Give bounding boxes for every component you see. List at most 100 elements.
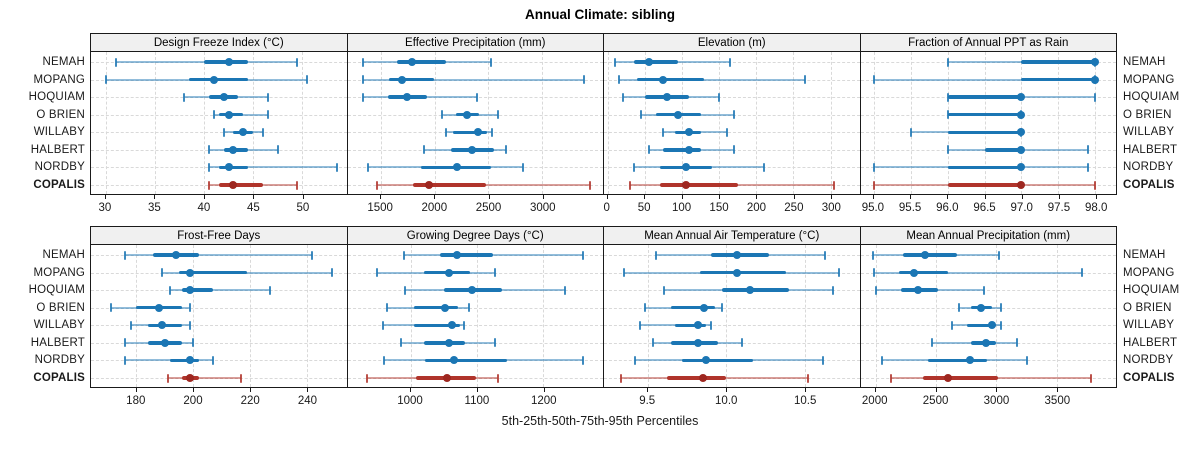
whisker-cap [1015, 338, 1018, 348]
panel-strip-label-fraction-of-annual-ppt-as-rain: Fraction of Annual PPT as Rain [908, 36, 1069, 49]
median-dot-hoquiam [467, 286, 476, 295]
whisker-cap [261, 127, 264, 137]
whisker-cap [361, 75, 364, 85]
iqr-bar-willaby [947, 130, 1022, 135]
axis-tick-label: 40 [197, 202, 211, 214]
iqr-bar-hoquiam [721, 288, 789, 292]
station-label-halbert: HALBERT [30, 336, 85, 349]
iqr-bar-mopang [389, 77, 434, 82]
whisker-cap [1000, 320, 1003, 330]
median-dot-hoquiam [402, 93, 411, 102]
axis-tick-label: 96.5 [973, 202, 996, 214]
station-label-row: NORDBY [1123, 354, 1195, 366]
gridline [875, 245, 877, 387]
whisker-mopang [873, 78, 1096, 81]
whisker-cap [838, 268, 841, 278]
row-guide [347, 307, 603, 309]
station-label-row: HOQUIAM [4, 284, 85, 296]
whisker-cap [166, 373, 169, 383]
whisker-cap [1094, 92, 1097, 102]
station-label-row: NORDBY [4, 161, 85, 173]
whisker-cap [1000, 303, 1003, 313]
iqr-bar-nordby [682, 358, 753, 363]
whisker-cap [806, 373, 809, 383]
whisker-cap [614, 57, 617, 67]
station-label-nemah: NEMAH [1123, 56, 1166, 68]
whisker-cap [207, 162, 210, 172]
panel-strip-effective-precipitation-mm: Effective Precipitation (mm) [346, 33, 604, 52]
panel-growing-degree-days-c: Growing Degree Days (°C) 1000 1100 1200 [346, 226, 604, 412]
whisker-cap [1086, 145, 1089, 155]
axis-tick-label: 98.0 [1084, 202, 1108, 214]
median-dot-mopang [910, 268, 919, 277]
median-dot-o-brien [224, 110, 233, 119]
whisker-cap [366, 162, 369, 172]
iqr-bar-copalis [922, 376, 998, 380]
row-guide [91, 290, 347, 292]
whisker-cap [647, 145, 650, 155]
whisker-cap [634, 355, 637, 365]
station-label-mopang: MOPANG [1123, 73, 1175, 86]
axis-tick [302, 195, 304, 199]
iqr-bar-nemah [396, 60, 447, 64]
whisker-cap [266, 110, 269, 120]
whisker-cap [1094, 180, 1097, 190]
row-guide [347, 79, 603, 81]
median-dot-copalis [944, 374, 953, 382]
station-label-row: WILLABY [4, 126, 85, 138]
axis-tick [1021, 195, 1023, 199]
station-label-row: O BRIEN [1123, 302, 1195, 314]
whisker-cap [306, 75, 309, 85]
panel-strip-label-elevation-m: Elevation (m) [697, 36, 766, 49]
whisker-cap [445, 127, 448, 137]
whisker-cap [399, 338, 402, 348]
axis-tick-label: 50 [637, 202, 651, 214]
axis-tick [154, 195, 156, 199]
median-dot-nordby [449, 356, 458, 365]
whisker-cap [654, 250, 657, 260]
whisker-cap [212, 110, 215, 120]
whisker-cap [732, 110, 735, 120]
whisker-cap [725, 127, 728, 137]
whisker-cap [563, 285, 566, 295]
whisker-cap [890, 373, 893, 383]
gridline [910, 52, 912, 194]
axis-tick [203, 195, 205, 199]
axis-tick [253, 195, 255, 199]
station-label-row: NEMAH [1123, 249, 1195, 261]
axis-elevation-m: 0 50 100 150 200 250 300 [603, 195, 861, 219]
row-guide [604, 307, 860, 309]
panel-grid-bottom-row: NEMAH MOPANG HOQUIAM O BRIEN WILLABY HALBERT N… [0, 226, 1200, 412]
axis-tick [644, 195, 646, 199]
station-label-o-brien: O BRIEN [36, 108, 85, 121]
row-guide [347, 97, 603, 99]
whisker-nemah [403, 254, 584, 256]
station-label-willaby: WILLABY [33, 319, 85, 332]
station-label-willaby: WILLABY [1123, 126, 1175, 139]
row-guide [860, 255, 1116, 256]
station-label-hoquiam: HOQUIAM [28, 284, 85, 297]
panel-elevation-m: Elevation (m) 0 50 100 150 200 250 300 [603, 33, 861, 219]
iqr-bar-willaby [967, 323, 997, 328]
station-label-row: WILLABY [1123, 319, 1195, 331]
iqr-bar-copalis [666, 376, 727, 380]
iqr-bar-willaby [674, 323, 706, 328]
whisker-cap [617, 75, 620, 85]
whisker-mopang [874, 271, 1083, 274]
axis-tick [135, 388, 137, 392]
whisker-cap [946, 145, 949, 155]
gridline [488, 52, 490, 194]
median-dot-hoquiam [663, 93, 672, 102]
whisker-cap [732, 145, 735, 155]
median-dot-copalis [443, 374, 452, 382]
station-label-o-brien: O BRIEN [1123, 301, 1172, 314]
station-label-halbert: HALBERT [30, 143, 85, 156]
whisker-cap [183, 92, 186, 102]
whisker-cap [872, 250, 875, 260]
iqr-bar-willaby [413, 323, 461, 328]
iqr-bar-nordby [927, 358, 987, 363]
median-dot-willaby [157, 321, 166, 330]
axis-tick-label: 50 [296, 202, 310, 214]
median-dot-halbert [468, 145, 477, 154]
axis-tick-label: 2000 [861, 395, 888, 407]
